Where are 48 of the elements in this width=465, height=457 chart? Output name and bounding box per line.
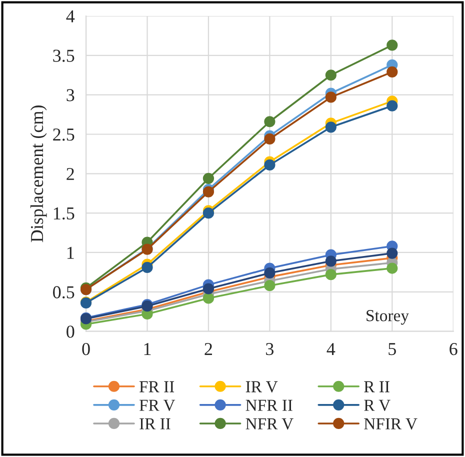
point [386,40,398,51]
legend-label: R II [364,381,390,392]
point [264,280,276,292]
point [202,283,214,294]
legend-label: NFR II [246,400,292,411]
legend-label: FR V [139,400,176,412]
point [202,208,214,219]
point [386,248,398,259]
point [386,262,398,274]
x-tick-label: 3 [266,343,274,356]
y-tick-label: 2.5 [53,128,74,141]
x-axis-title: Storey [366,310,409,325]
y-tick-label: 0 [66,326,74,338]
legend-label: R V [364,400,390,412]
point [325,256,336,267]
y-tick-label: 1.5 [54,207,74,220]
point [202,186,214,198]
point [325,122,336,133]
point [202,172,214,184]
x-tick-label: 1 [144,343,151,355]
point [142,262,153,274]
point [386,100,398,112]
legend-label: IR V [246,381,278,392]
x-tick-label: 6 [450,343,458,356]
x-tick-label: 4 [326,343,336,355]
point [264,133,276,145]
point [264,267,276,279]
x-tick-label: 2 [204,343,212,355]
point [386,66,398,78]
point [202,292,214,304]
legend-label: NFR V [246,418,294,430]
y-tick-label: 2 [66,168,74,180]
y-tick-label: 1 [67,246,74,259]
y-tick-label: 3.5 [53,50,74,62]
y-tick-label: 4 [66,10,75,22]
legend-label: FR II [139,381,174,392]
y-tick-label: 0.5 [53,286,74,298]
legend-label: NFIR V [364,418,418,430]
legend-label: IR II [140,418,170,430]
y-axis-title: Displacement (cm) [30,106,47,242]
point [325,70,336,81]
point [325,92,336,103]
y-tick-label: 3 [66,89,74,102]
point [264,116,276,128]
point [325,269,336,280]
x-tick-label: 5 [388,343,396,356]
x-tick-label: 0 [82,342,90,356]
point [264,159,276,171]
